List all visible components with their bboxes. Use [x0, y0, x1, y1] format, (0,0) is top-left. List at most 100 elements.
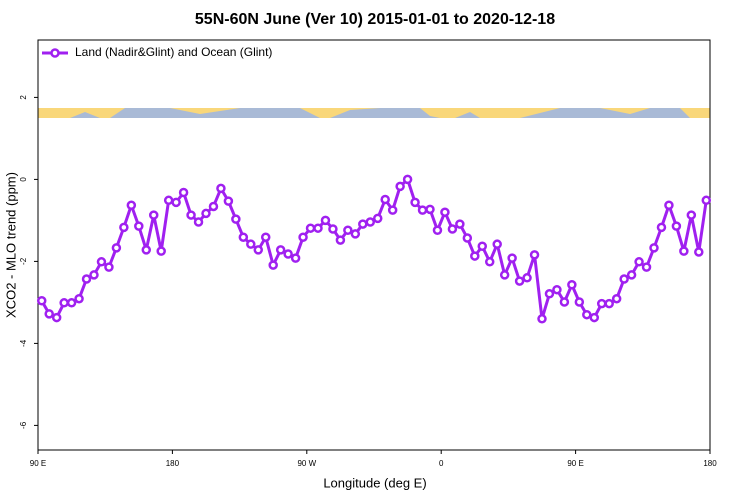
data-point — [641, 262, 652, 272]
y-tick-label: -4 — [19, 339, 28, 347]
data-point — [178, 187, 189, 198]
data-point — [544, 289, 555, 299]
data-point — [193, 217, 204, 227]
data-point — [589, 312, 600, 323]
x-tick-label: 180 — [703, 459, 717, 468]
x-tick-label: 90 E — [567, 459, 583, 468]
data-point — [649, 243, 659, 253]
data-point — [387, 205, 398, 215]
data-point — [290, 253, 301, 263]
data-point — [350, 229, 361, 239]
data-point — [529, 250, 540, 260]
data-point — [171, 197, 181, 208]
data-point — [626, 270, 637, 280]
data-point — [104, 262, 114, 272]
data-point — [186, 210, 196, 220]
data-point — [582, 309, 592, 320]
x-tick-label: 180 — [166, 459, 180, 468]
data-point — [208, 201, 219, 212]
data-point — [701, 195, 712, 206]
y-tick-label: 0 — [19, 177, 28, 182]
data-point — [477, 241, 488, 251]
plot-frame — [37, 39, 711, 451]
data-point — [231, 214, 241, 224]
data-point — [522, 273, 532, 283]
data-point — [51, 312, 62, 323]
data-point — [66, 298, 77, 308]
x-axis-label: Longitude (deg E) — [323, 475, 426, 490]
data-point — [298, 232, 308, 242]
data-point — [313, 223, 323, 233]
data-point — [671, 221, 682, 231]
data-point — [335, 235, 346, 245]
data-point — [148, 210, 159, 220]
data-point — [499, 270, 510, 280]
data-point — [596, 298, 607, 309]
data-point — [283, 249, 293, 259]
data-point — [238, 232, 249, 242]
x-tick-label: 90 W — [297, 459, 316, 468]
data-point — [253, 245, 264, 255]
data-point — [81, 274, 92, 284]
data-point — [470, 251, 480, 261]
data-point — [328, 224, 338, 234]
x-tick-label: 90 E — [30, 459, 46, 468]
data-point — [425, 204, 435, 215]
data-point — [462, 233, 473, 243]
data-point — [410, 197, 420, 208]
data-point — [492, 239, 502, 249]
data-point — [201, 208, 211, 219]
data-point — [163, 195, 174, 206]
y-axis-label: XCO2 - MLO trend (ppm) — [3, 172, 18, 318]
data-point — [343, 225, 353, 235]
data-point — [365, 217, 376, 227]
data-point — [514, 276, 525, 286]
data-point — [537, 314, 547, 324]
data-point — [223, 196, 234, 206]
data-point — [216, 183, 226, 194]
data-point — [358, 219, 368, 229]
data-point — [380, 194, 390, 205]
data-point — [320, 215, 331, 226]
data-point — [59, 298, 69, 308]
data-point — [44, 309, 54, 319]
data-point — [36, 296, 47, 306]
data-point — [305, 223, 316, 233]
data-point — [134, 221, 144, 231]
data-point — [119, 222, 129, 233]
data-point — [574, 297, 585, 307]
data-point — [417, 205, 428, 215]
data-point — [275, 245, 286, 255]
y-tick-label: -6 — [19, 421, 28, 429]
data-point — [656, 222, 667, 233]
data-point — [440, 207, 450, 217]
data-point — [156, 246, 166, 256]
data-point — [507, 253, 517, 263]
data-point — [619, 274, 629, 284]
data-point — [89, 270, 99, 280]
data-point — [611, 293, 622, 304]
y-tick-label: 2 — [19, 95, 28, 100]
data-point — [634, 257, 644, 267]
x-tick-label: 0 — [439, 459, 444, 468]
data-point — [246, 239, 256, 249]
data-point — [402, 174, 413, 185]
data-point — [432, 225, 443, 235]
data-point — [372, 213, 383, 224]
data-point — [567, 280, 577, 290]
data-point — [559, 297, 570, 307]
data-point — [552, 284, 562, 295]
data-point — [694, 247, 704, 257]
data-point — [74, 293, 84, 304]
data-point — [679, 246, 689, 256]
y-tick-label: -2 — [19, 257, 28, 265]
data-point — [111, 243, 122, 253]
data-point — [126, 200, 137, 210]
chart-title: 55N-60N June (Ver 10) 2015-01-01 to 2020… — [195, 11, 555, 28]
data-point — [686, 210, 697, 220]
data-point — [96, 257, 107, 267]
data-point — [447, 224, 458, 234]
data-point — [268, 260, 278, 270]
